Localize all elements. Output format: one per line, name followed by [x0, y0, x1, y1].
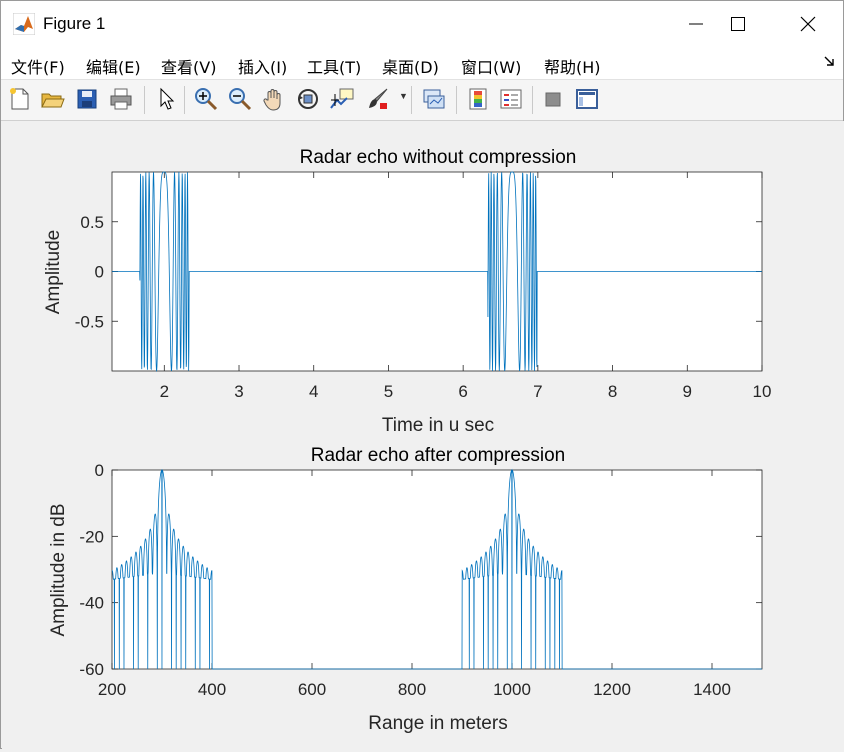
x-tick-label: 5	[384, 382, 393, 401]
legend-icon	[500, 89, 522, 109]
figure-canvas: 2 3 4 5 6 7 8 9 10 -0.5 0 0.5 Radar echo without co…	[2, 121, 844, 749]
menu-insert[interactable]: 插入(I)	[238, 58, 288, 77]
hide-plot-tools-button[interactable]	[540, 86, 566, 112]
toolbar: ▼	[1, 79, 843, 121]
zoom-out-button[interactable]	[227, 86, 253, 112]
toolbar-separator	[456, 86, 457, 114]
show-plot-tools-button[interactable]	[574, 86, 600, 112]
x-tick-label: 1400	[693, 680, 731, 699]
axes-1-xlabel: Time in u sec	[382, 415, 494, 436]
x-tick-label: 1000	[493, 680, 531, 699]
axes-2-title: Radar echo after compression	[311, 445, 566, 466]
link-plot-icon	[423, 89, 445, 109]
select-button[interactable]	[153, 86, 179, 112]
x-tick-label: 10	[753, 382, 772, 401]
brush-dropdown-icon[interactable]: ▼	[399, 91, 408, 101]
axes-2-xlabel: Range in meters	[368, 713, 507, 734]
matlab-logo-icon	[13, 13, 35, 35]
maximize-icon	[731, 17, 745, 31]
legend-button[interactable]	[498, 86, 524, 112]
zoom-in-button[interactable]	[193, 86, 219, 112]
open-file-icon	[41, 93, 65, 108]
x-tick-label: 200	[98, 680, 126, 699]
x-tick-label: 4	[309, 382, 318, 401]
x-tick-label: 400	[198, 680, 226, 699]
menu-window[interactable]: 窗口(W)	[461, 58, 522, 77]
pan-button[interactable]	[261, 86, 287, 112]
axes-1-ylabel: Amplitude	[43, 230, 64, 315]
menu-help[interactable]: 帮助(H)	[544, 58, 601, 77]
new-figure-button[interactable]	[7, 86, 33, 112]
y-tick-label: -40	[79, 594, 104, 613]
toolbar-separator	[144, 86, 145, 114]
brush-button[interactable]	[365, 86, 391, 112]
menu-tools[interactable]: 工具(T)	[307, 58, 362, 77]
axes-2-ylabel: Amplitude in dB	[48, 503, 69, 636]
y-tick-label: 0	[95, 461, 104, 480]
series-echo-line	[112, 171, 762, 373]
axes-1[interactable]: 2 3 4 5 6 7 8 9 10 -0.5 0 0.5 Radar echo without co…	[43, 147, 771, 436]
toolbar-separator	[532, 86, 533, 114]
close-icon	[800, 16, 816, 32]
figure-plot: 2 3 4 5 6 7 8 9 10 -0.5 0 0.5 Radar echo without co…	[43, 147, 771, 734]
colorbar-button[interactable]	[465, 86, 491, 112]
axes-2-ticks: 200 400 600 800 1000 1200 1400 -60 -40 -20 0	[79, 461, 762, 699]
rotate-3d-icon	[298, 89, 318, 109]
x-tick-label: 3	[234, 382, 243, 401]
show-plot-tools-icon	[576, 89, 598, 109]
axes-1-title: Radar echo without compression	[300, 147, 577, 168]
toolbar-separator	[411, 86, 412, 114]
x-tick-label: 8	[608, 382, 617, 401]
maximize-button[interactable]	[709, 1, 767, 47]
axes-2[interactable]: 200 400 600 800 1000 1200 1400 -60 -40 -20 0 Radar…	[48, 445, 763, 734]
series-compressed-line	[111, 468, 762, 670]
open-file-button[interactable]	[39, 86, 65, 112]
minimize-button[interactable]	[667, 1, 725, 47]
x-tick-label: 9	[683, 382, 692, 401]
y-tick-label: -60	[79, 660, 104, 679]
brush-icon	[369, 88, 388, 109]
menu-bar: 文件(F) 编辑(E) 查看(V) 插入(I) 工具(T) 桌面(D) 窗口(W…	[1, 47, 843, 79]
menu-file[interactable]: 文件(F)	[11, 58, 65, 77]
save-button[interactable]	[74, 86, 100, 112]
pan-hand-icon	[263, 89, 281, 111]
window-title: Figure 1	[43, 14, 106, 33]
x-tick-label: 1200	[593, 680, 631, 699]
link-plot-button[interactable]	[420, 86, 446, 112]
save-icon	[77, 89, 97, 109]
axes-1-ticks: 2 3 4 5 6 7 8 9 10 -0.5 0 0.5	[75, 172, 772, 401]
minimize-icon	[689, 23, 703, 25]
y-tick-label: 0	[95, 263, 104, 282]
close-button[interactable]	[779, 1, 837, 47]
colorbar-icon	[469, 88, 487, 110]
dock-arrow-icon[interactable]	[823, 55, 835, 67]
y-tick-label: 0.5	[80, 213, 104, 232]
x-tick-label: 800	[398, 680, 426, 699]
select-arrow-icon	[160, 87, 175, 110]
print-icon	[110, 88, 132, 110]
rotate-3d-button[interactable]	[295, 86, 321, 112]
menu-desktop[interactable]: 桌面(D)	[382, 58, 439, 77]
menu-edit[interactable]: 编辑(E)	[86, 58, 141, 77]
axes-2-background	[111, 469, 763, 670]
new-figure-icon	[10, 88, 29, 110]
zoom-out-icon	[229, 88, 252, 111]
data-cursor-button[interactable]	[329, 86, 355, 112]
print-button[interactable]	[108, 86, 134, 112]
y-tick-label: -20	[79, 527, 104, 546]
hide-plot-tools-icon	[545, 92, 561, 107]
zoom-in-icon	[195, 88, 218, 111]
toolbar-separator	[184, 86, 185, 114]
menu-view[interactable]: 查看(V)	[161, 58, 217, 77]
title-bar: Figure 1	[1, 1, 843, 47]
x-tick-label: 6	[458, 382, 467, 401]
x-tick-label: 7	[533, 382, 542, 401]
x-tick-label: 2	[160, 382, 169, 401]
x-tick-label: 600	[298, 680, 326, 699]
y-tick-label: -0.5	[75, 312, 104, 331]
data-cursor-icon	[330, 88, 354, 109]
